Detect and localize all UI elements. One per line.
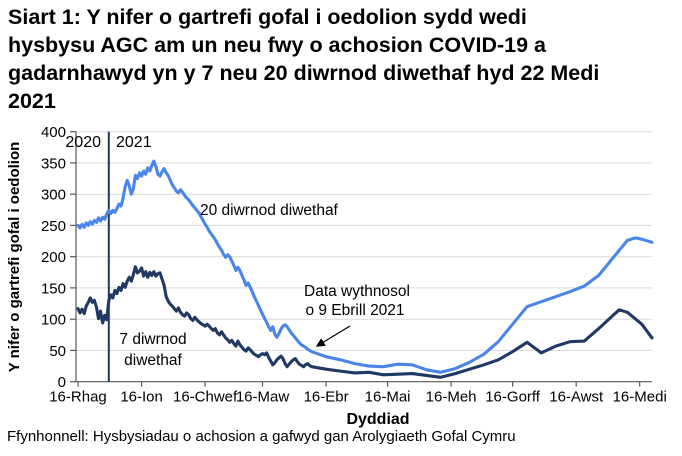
annotation-arrow <box>315 325 351 347</box>
series-line-7-day <box>76 265 654 379</box>
chart-title: Siart 1: Y nifer o gartrefi gofal i oedo… <box>8 3 676 115</box>
x-tick-label-16-Mai: 16-Mai <box>365 389 411 406</box>
x-tick-label-16-Ebr: 16-Ebr <box>304 389 349 406</box>
year-label-2020: 2020 <box>65 134 101 151</box>
x-tick-label-16-Ion: 16-Ion <box>120 389 163 406</box>
chart-title-line-3: gadarnhawyd yn y 7 neu 20 diwrnod diweth… <box>8 61 600 85</box>
y-tick-label-150: 150 <box>41 280 66 297</box>
gridlines <box>76 131 652 351</box>
y-tick-label-0: 0 <box>58 374 66 391</box>
series-label-20-day: 20 diwrnod diwethaf <box>200 202 339 219</box>
y-axis-title: Y nifer o gartrefi gofal i oedolion <box>6 142 23 373</box>
x-tick-label-16-Rhag: 16-Rhag <box>49 389 107 406</box>
annotation-weekly-data-line1: Data wythnosol <box>304 283 410 300</box>
y-tick-label-100: 100 <box>41 312 66 329</box>
y-tick-label-400: 400 <box>41 124 66 141</box>
y-tick-label-300: 300 <box>41 187 66 204</box>
series-label-7-day-line1: 7 diwrnod <box>119 331 186 348</box>
x-axis-title: Dyddiad <box>346 411 409 428</box>
series-lines <box>76 159 654 379</box>
series-label-7-day-line2: diwethaf <box>124 352 182 369</box>
chart-title-line-1: Siart 1: Y nifer o gartrefi gofal i oedo… <box>8 5 527 29</box>
chart-title-line-2: hysbysu AGC am un neu fwy o achosion COV… <box>8 33 547 57</box>
chart-title-line-4: 2021 <box>8 89 56 113</box>
axes <box>70 131 652 387</box>
annotation-weekly-data-line2: o 9 Ebrill 2021 <box>305 302 404 319</box>
y-tick-label-250: 250 <box>41 218 66 235</box>
y-tick-label-50: 50 <box>49 343 66 360</box>
year-label-2021: 2021 <box>116 134 152 151</box>
source-note: Ffynhonnell: Hysbysiadau o achosion a ga… <box>7 428 516 445</box>
x-tick-label-16-Maw: 16-Maw <box>236 389 290 406</box>
x-tick-label-16-Chwef: 16-Chwef <box>173 389 238 406</box>
series-line-20-day <box>76 159 654 374</box>
x-tick-label-16-Meh: 16-Meh <box>426 389 477 406</box>
line-chart: 0 50 100 150 200 250 300 350 400 16-Rhag 16-Ion 16-… <box>6 124 667 428</box>
x-tick-label-16-Awst: 16-Awst <box>549 389 604 406</box>
tick-labels: 0 50 100 150 200 250 300 350 400 16-Rhag 16-Ion 16-… <box>41 124 667 406</box>
x-tick-label-16-Medi: 16-Medi <box>613 389 667 406</box>
x-tick-label-16-Gorff: 16-Gorff <box>485 389 541 406</box>
y-tick-label-350: 350 <box>41 155 66 172</box>
y-tick-label-200: 200 <box>41 249 66 266</box>
